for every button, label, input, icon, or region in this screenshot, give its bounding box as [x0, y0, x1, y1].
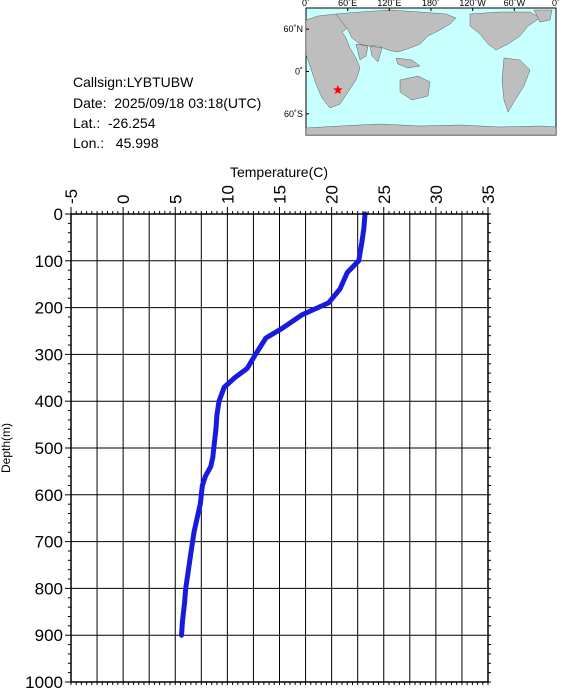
x-axis-label: Temperature(C)	[230, 164, 328, 180]
date-label: Date: 2025/09/18 03:18(UTC)	[73, 95, 262, 111]
chart-grid	[70, 213, 489, 683]
y-tick-label: 200	[35, 299, 63, 318]
map-station-marker	[333, 85, 343, 95]
map-lon-tick-label: 60˚W	[504, 0, 526, 8]
longitude-label: Lon.: 45.998	[73, 135, 159, 151]
x-tick-label: 5	[166, 195, 185, 204]
map-lon-tick-label: 120˚W	[459, 0, 486, 8]
temperature-profile-line	[179, 211, 368, 638]
map-lat-tick-label: 60˚S	[284, 109, 303, 119]
map-land	[305, 9, 557, 136]
y-tick-label: 600	[35, 486, 63, 505]
world-map: 0˚ 60˚E 120˚E 180˚ 120˚W 60˚W 0˚ 60˚N 0˚ 60˚S	[283, 0, 560, 136]
map-lon-tick-label: 60˚E	[338, 0, 357, 8]
y-tick-label: 800	[35, 579, 63, 598]
x-tick-label: 0	[114, 195, 133, 204]
y-tick-labels: 0 100 200 300 400 500 600 700 800 900 1000	[25, 205, 63, 690]
x-tick-label: 25	[375, 185, 394, 204]
x-tick-label: 15	[271, 185, 290, 204]
map-lon-tick-label: 0˚	[552, 0, 560, 8]
x-tick-label: 30	[427, 185, 446, 204]
y-tick-label: 400	[35, 392, 63, 411]
x-tick-label: 20	[323, 185, 342, 204]
y-tick-label: 300	[35, 345, 63, 364]
plot-frame	[70, 213, 489, 683]
map-lat-tick-label: 0˚	[295, 67, 303, 77]
chart-ticks	[65, 207, 491, 685]
map-lon-tick-label: 180˚	[422, 0, 440, 8]
map-latitude-ticks: 60˚N 0˚ 60˚S	[283, 24, 309, 119]
series-layer	[179, 211, 368, 638]
x-tick-labels: -5 0 5 10 15 20 25 30 35	[62, 185, 498, 204]
y-tick-label: 0	[54, 205, 63, 224]
x-tick-label: -5	[62, 189, 81, 204]
y-tick-label: 1000	[25, 673, 63, 690]
callsign-label: Callsign:LYBTUBW	[73, 74, 194, 90]
y-axis-label: Depth(m)	[0, 423, 13, 473]
x-tick-label: 35	[479, 185, 498, 204]
station-star-icon	[333, 85, 343, 95]
x-tick-label: 10	[218, 185, 237, 204]
map-longitude-ticks: 0˚ 60˚E 120˚E 180˚ 120˚W 60˚W 0˚	[302, 0, 560, 11]
y-tick-label: 100	[35, 252, 63, 271]
map-lon-tick-label: 0˚	[302, 0, 310, 8]
y-tick-label: 900	[35, 626, 63, 645]
y-tick-label: 500	[35, 439, 63, 458]
map-lon-tick-label: 120˚E	[377, 0, 401, 8]
latitude-label: Lat.: -26.254	[73, 115, 156, 131]
map-lat-tick-label: 60˚N	[283, 24, 303, 34]
y-tick-label: 700	[35, 533, 63, 552]
